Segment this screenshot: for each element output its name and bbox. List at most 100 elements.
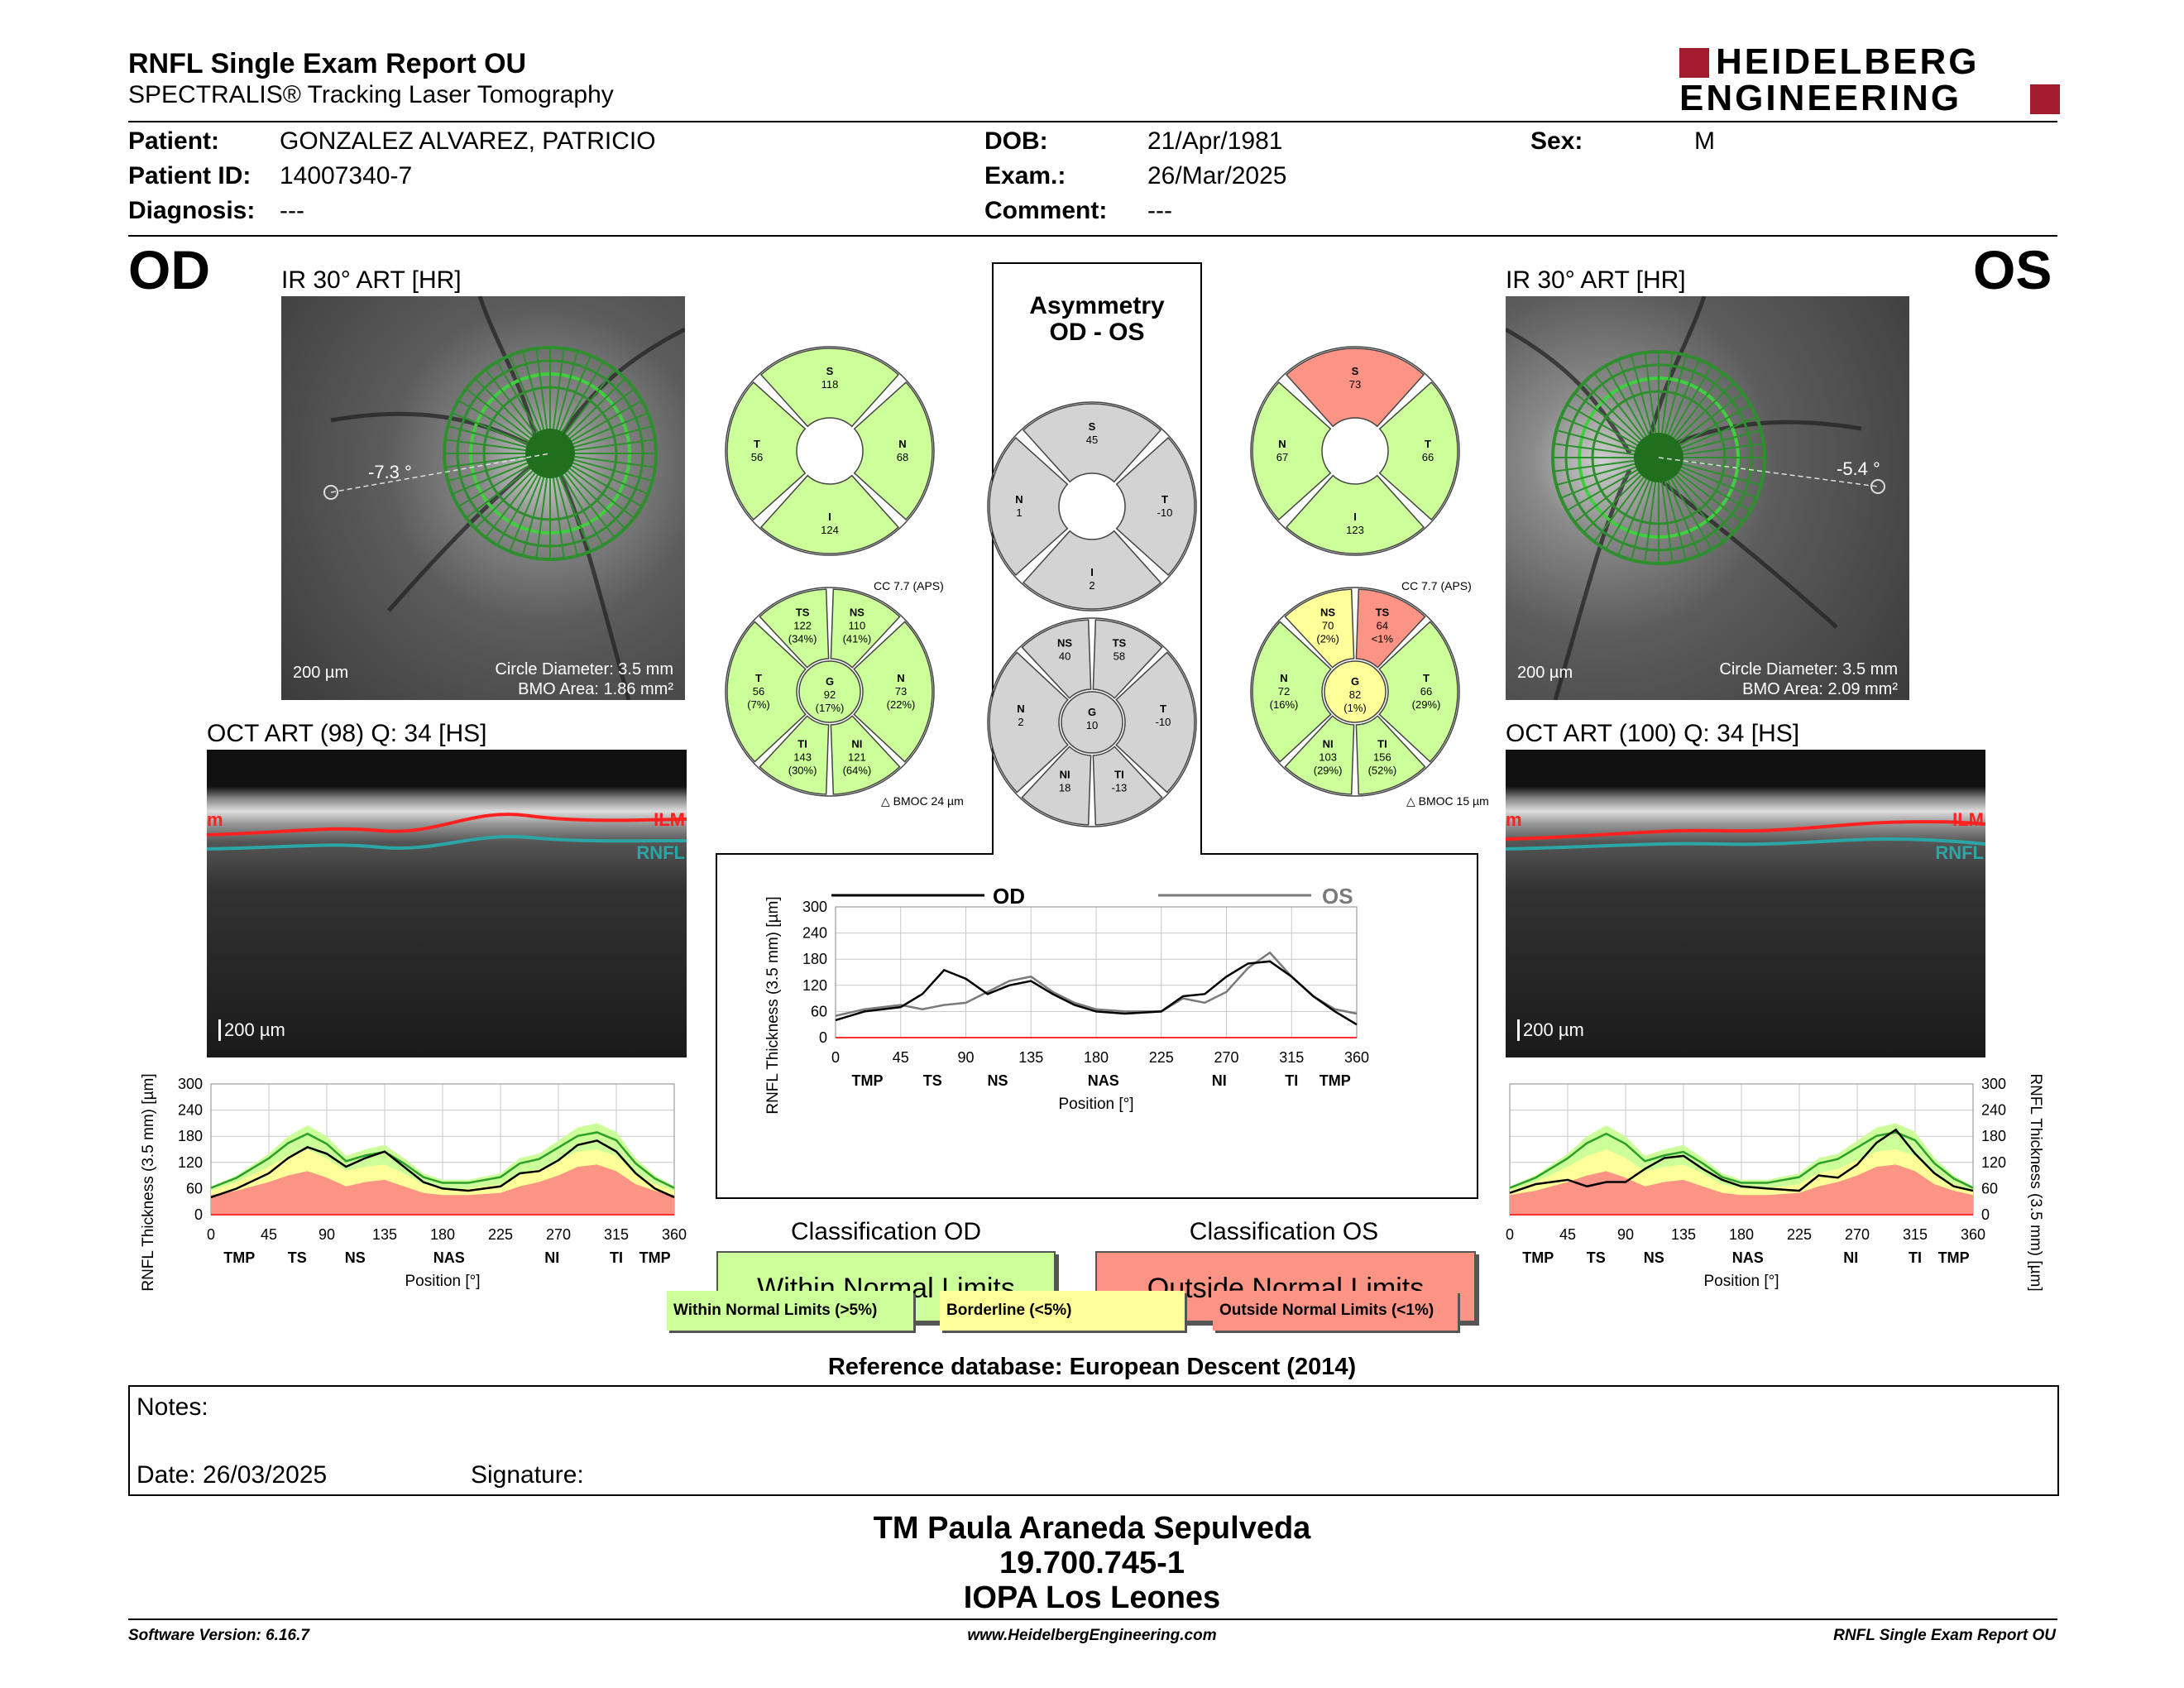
od-chart-ytick-240: 240 [178, 1102, 203, 1119]
os6-sector-TI [1355, 715, 1426, 795]
od-rnfl-label: RNFL [636, 842, 685, 863]
legend-outside: Outside Normal Limits (<1%) [1213, 1291, 1458, 1331]
cmp-chart-line-OD [835, 960, 1358, 1026]
os-oct-title: OCT ART (100) Q: 34 [HS] [1506, 720, 1800, 747]
od6-sector-NI [830, 715, 901, 795]
os-circle-diameter: Circle Diameter: 3.5 mm [1719, 660, 1898, 679]
asym6-label-NI: NI [1060, 768, 1070, 780]
signature-id: 19.700.745-1 [999, 1546, 1185, 1580]
od6-sector-NS [830, 588, 901, 669]
diagnosis-value: --- [280, 197, 304, 224]
os4-sector-S [1285, 348, 1425, 428]
asym6-sector-G [1061, 691, 1123, 754]
os-bmoc-label: △ BMOC 15 µm [1406, 794, 1489, 808]
exam-value: 26/Mar/2025 [1147, 162, 1287, 189]
software-version: Software Version: 6.16.7 [128, 1627, 309, 1644]
od-chart-xtick-45: 45 [261, 1226, 277, 1243]
od-classification-title: Classification OD [790, 1218, 982, 1245]
od-chart-xtick-180: 180 [430, 1226, 455, 1243]
reference-database: Reference database: European Descent (20… [827, 1354, 1357, 1380]
cmp-chart-sector-NI-4: NI [1212, 1072, 1227, 1089]
patient-id-label: Patient ID: [128, 162, 251, 189]
od-circle-diameter: Circle Diameter: 3.5 mm [495, 660, 673, 679]
od-chart-xtick-315: 315 [604, 1226, 629, 1243]
os-chart-xtick-45: 45 [1559, 1226, 1576, 1243]
od6-value-NI: 121 [848, 750, 866, 763]
asymmetry-title-line2: OD - OS [1049, 319, 1145, 346]
patient-label: Patient: [128, 127, 220, 155]
os4-value-S: 73 [1349, 378, 1361, 391]
os-ilm-cut: m [1506, 809, 1522, 830]
report-title: RNFL Single Exam Report OU [128, 48, 527, 79]
os-rnfl-label: RNFL [1935, 842, 1984, 863]
asym6-value-NI: 18 [1059, 781, 1070, 794]
cmp-chart-xtick-180: 180 [1084, 1049, 1109, 1066]
od4-sector-N [853, 381, 933, 521]
cmp-chart-sector-TMP-6: TMP [1320, 1072, 1351, 1089]
os4-value-N: 67 [1276, 451, 1288, 463]
os-oct-scale: 200 µm [1517, 1019, 1584, 1041]
asym4-sector-T [1115, 436, 1195, 577]
od-ir-scale: 200 µm [293, 664, 349, 682]
os-chart-ytick-300: 300 [1981, 1076, 2006, 1092]
od-oct-bscan: m ILM RNFL 200 µm [207, 750, 687, 1057]
os6-value-TS: 64 [1377, 620, 1388, 632]
os6-pct-N: (16%) [1270, 698, 1299, 711]
asym6-sector-TI [1092, 746, 1163, 826]
os-classification-title: Classification OS [1189, 1218, 1379, 1245]
asym4-label-N: N [1015, 493, 1023, 506]
cmp-chart-xtick-315: 315 [1279, 1049, 1304, 1066]
od-chart-xtick-225: 225 [488, 1226, 513, 1243]
od6-pct-NS: (41%) [843, 633, 872, 645]
od6-label-NI: NI [851, 737, 862, 750]
os-chart-mean-line [1509, 1131, 1974, 1189]
os6-value-TI: 156 [1373, 750, 1391, 763]
os-chart-sector-TS-1: TS [1587, 1249, 1606, 1266]
os4-label-N: N [1278, 438, 1286, 450]
cmp-chart-ylabel: RNFL Thickness (3.5 mm) [µm] [764, 896, 782, 1114]
os-chart-xtick-0: 0 [1506, 1226, 1514, 1243]
os-chart-xlabel: Position [°] [1703, 1273, 1779, 1290]
signature-block: TM Paula Araneda Sepulveda 19.700.745-1 … [0, 1511, 2184, 1615]
sector-diagrams: S118T56I124N68S45N1I2T-10S73N67I123T66TS… [725, 346, 1460, 827]
od-chart-mean-line [210, 1131, 675, 1189]
os4-label-S: S [1352, 365, 1359, 377]
website-link[interactable]: www.HeidelbergEngineering.com [967, 1627, 1217, 1644]
os-cc-label: CC 7.7 (APS) [1401, 579, 1472, 592]
od-fundus-image: -7.3 ° 200 µm Circle Diameter: 3.5 mm BM… [281, 296, 685, 700]
os-bmo-area: BMO Area: 2.09 mm² [1742, 680, 1898, 698]
cmp-chart-ytick-0: 0 [819, 1029, 827, 1046]
os6-value-N: 72 [1278, 685, 1290, 698]
od6-label-NS: NS [850, 607, 864, 619]
od6-pct-TS: (34%) [788, 633, 817, 645]
os6-sector-T [1378, 621, 1458, 763]
asymmetry-title-line1: Asymmetry [1029, 292, 1165, 319]
cmp-chart-xtick-135: 135 [1018, 1049, 1043, 1066]
os-ir-title: IR 30° ART [HR] [1506, 266, 1686, 294]
cmp-legend-os: OS [1322, 884, 1353, 909]
signature-institution: IOPA Los Leones [963, 1580, 1221, 1615]
os6-pct-G: (1%) [1343, 702, 1366, 714]
od6-sector-N [853, 621, 933, 763]
os4-value-T: 66 [1422, 451, 1434, 463]
od-chart-ytick-300: 300 [178, 1076, 203, 1092]
asym4-value-T: -10 [1157, 506, 1173, 519]
od6-sector-TS [759, 588, 830, 669]
os-chart-xtick-135: 135 [1671, 1226, 1696, 1243]
cmp-chart-xtick-225: 225 [1149, 1049, 1174, 1066]
od-ir-title: IR 30° ART [HR] [281, 266, 462, 294]
od6-label-N: N [897, 672, 904, 684]
os6-label-N: N [1280, 672, 1287, 684]
asym6-label-G: G [1088, 706, 1096, 718]
cmp-chart-ytick-180: 180 [802, 951, 827, 967]
os6-sector-G [1324, 660, 1387, 723]
os-chart-xtick-360: 360 [1961, 1226, 1985, 1243]
os-eye-label: OS [1973, 239, 2052, 300]
od-angle: -7.3 ° [368, 462, 412, 482]
patient-name: GONZALEZ ALVAREZ, PATRICIO [280, 127, 656, 155]
cmp-chart-ytick-120: 120 [802, 977, 827, 994]
cmp-chart-sector-NS-2: NS [987, 1072, 1008, 1089]
dob-label: DOB: [984, 127, 1048, 155]
os4-sector-I [1285, 474, 1425, 554]
od6-label-T: T [755, 672, 762, 684]
